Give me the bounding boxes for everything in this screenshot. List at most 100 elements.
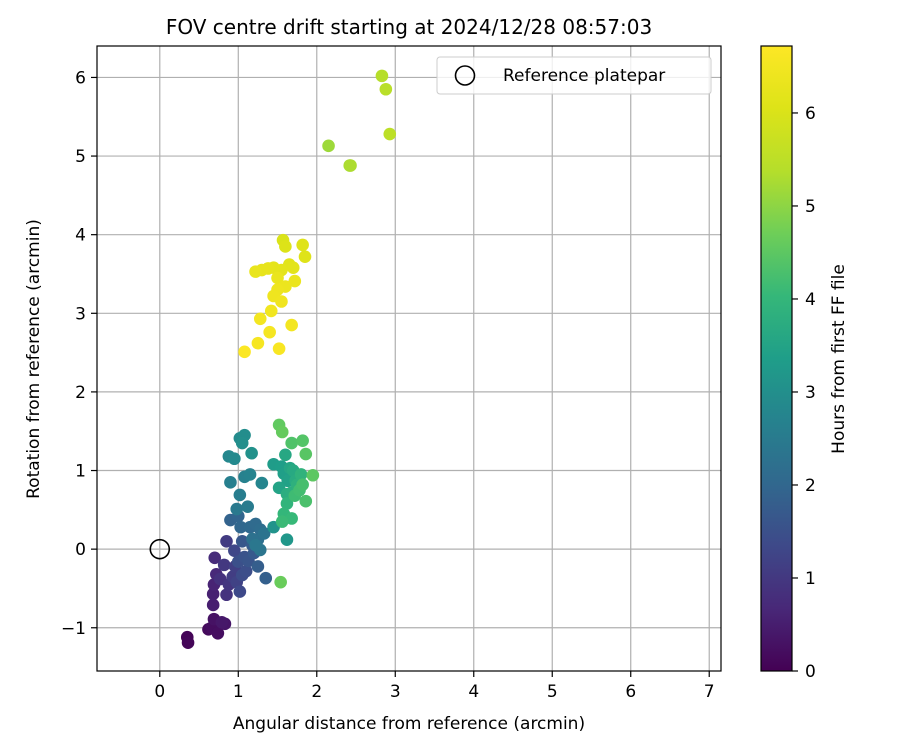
- data-point: [271, 271, 284, 285]
- data-point: [264, 304, 278, 318]
- data-point: [235, 436, 249, 450]
- legend-entry-label: Reference platepar: [503, 66, 665, 86]
- data-point: [288, 274, 302, 288]
- data-point: [379, 82, 393, 96]
- data-point: [238, 345, 251, 359]
- data-point: [255, 476, 269, 490]
- x-tick-label: 0: [154, 682, 165, 702]
- y-tick-label: 1: [75, 462, 86, 482]
- colorbar-tick-label: 4: [805, 290, 816, 310]
- data-point: [220, 588, 233, 602]
- data-point: [249, 265, 262, 278]
- y-tick-label: 6: [75, 68, 86, 88]
- data-point: [224, 476, 237, 489]
- data-point: [233, 585, 247, 598]
- data-point: [241, 500, 255, 513]
- x-tick-label: 5: [547, 682, 558, 702]
- data-point: [286, 261, 300, 274]
- data-point: [275, 515, 289, 528]
- data-point: [285, 436, 298, 450]
- data-point: [285, 318, 298, 332]
- data-point: [257, 527, 271, 540]
- x-axis-label: Angular distance from reference (arcmin): [233, 714, 585, 734]
- data-point: [228, 544, 241, 558]
- legend: Reference platepar: [436, 56, 712, 95]
- x-tick-label: 6: [625, 682, 636, 702]
- data-point: [272, 342, 286, 355]
- data-point: [253, 312, 267, 326]
- colorbar-tick-label: 6: [805, 104, 816, 124]
- colorbar: 0 1 2 3 4 5 6 Hours from first FF file: [760, 45, 849, 682]
- legend-box: [436, 56, 712, 95]
- data-point: [296, 478, 309, 491]
- data-point: [211, 626, 225, 640]
- x-tick-label: 3: [390, 682, 401, 702]
- colorbar-tick-label: 3: [805, 383, 816, 403]
- data-point: [220, 534, 233, 548]
- data-point: [294, 468, 308, 481]
- data-point: [233, 488, 247, 502]
- data-point: [215, 615, 229, 629]
- data-point: [243, 468, 257, 481]
- data-point: [208, 551, 222, 565]
- x-tick-label: 7: [704, 682, 715, 702]
- data-point: [375, 69, 389, 83]
- x-tick-label: 2: [311, 682, 322, 702]
- data-point: [249, 538, 262, 552]
- data-point: [383, 127, 397, 141]
- data-point: [234, 520, 247, 534]
- x-tick-label: 4: [468, 682, 479, 702]
- data-point: [251, 336, 265, 350]
- legend-marker-icon: [454, 65, 476, 86]
- data-point: [275, 425, 289, 439]
- data-point: [279, 240, 292, 253]
- colorbar-scale: [760, 45, 793, 672]
- y-axis: −1 0 1 2 3 4 5 6: [61, 68, 97, 639]
- data-point: [299, 494, 313, 508]
- y-tick-label: 0: [75, 540, 86, 560]
- data-point: [274, 575, 287, 589]
- data-point: [263, 325, 276, 339]
- data-point: [239, 564, 253, 578]
- data-point: [296, 238, 309, 252]
- colorbar-tick-label: 0: [805, 662, 816, 682]
- colorbar-ticks: 0 1 2 3 4 5 6: [792, 104, 816, 682]
- data-point: [344, 159, 357, 172]
- data-points: [180, 69, 397, 649]
- data-point: [206, 587, 220, 601]
- reference-marker: [149, 538, 171, 560]
- x-axis: 0 1 2 3 4 5 6 7: [154, 671, 715, 702]
- data-point: [299, 447, 313, 461]
- data-point: [280, 497, 294, 510]
- y-tick-label: −1: [61, 619, 86, 639]
- data-point: [279, 448, 292, 462]
- data-point: [296, 434, 309, 447]
- grid: [97, 46, 721, 671]
- data-point: [245, 446, 258, 460]
- y-tick-label: 2: [75, 383, 86, 403]
- y-tick-label: 4: [75, 226, 86, 246]
- y-axis-label: Rotation from reference (arcmin): [24, 219, 44, 499]
- colorbar-label: Hours from first FF file: [829, 264, 849, 454]
- plot-area-frame: [96, 45, 722, 672]
- colorbar-tick-label: 2: [805, 476, 816, 496]
- data-point: [228, 452, 241, 466]
- data-point: [181, 636, 195, 649]
- data-point: [298, 250, 312, 263]
- data-point: [230, 502, 244, 516]
- data-point: [280, 533, 294, 547]
- x-tick-label: 1: [233, 682, 244, 702]
- colorbar-tick-label: 5: [805, 197, 816, 217]
- data-point: [217, 558, 231, 572]
- y-tick-label: 5: [75, 147, 86, 167]
- data-point: [235, 534, 249, 548]
- chart-title: FOV centre drift starting at 2024/12/28 …: [166, 15, 652, 39]
- data-point: [322, 139, 335, 153]
- colorbar-tick-label: 1: [805, 569, 816, 589]
- data-point: [206, 598, 220, 612]
- data-point: [251, 560, 265, 573]
- data-point: [306, 468, 320, 482]
- data-point: [275, 295, 288, 308]
- data-point: [259, 571, 273, 585]
